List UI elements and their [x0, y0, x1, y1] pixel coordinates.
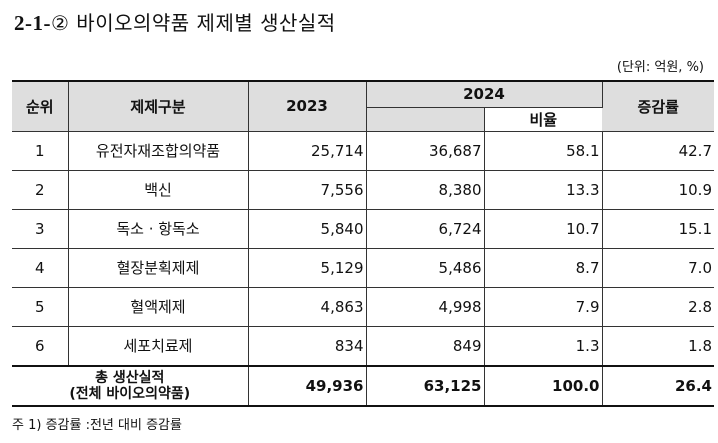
- rank-cell: 4: [12, 248, 69, 288]
- category-cell: 독소 · 항독소: [68, 209, 249, 249]
- total-2024-cell: 63,125: [366, 364, 485, 407]
- value-2024-cell: 849: [366, 326, 485, 366]
- header-rank: 순위: [12, 80, 69, 132]
- value-2023-cell: 5,129: [248, 248, 367, 288]
- growth-cell: 2.8: [602, 287, 714, 327]
- production-table: 순위 제제구분 2023 2024 증감률 비율 1 유전자재조합의약품 25,…: [12, 80, 714, 407]
- rank-cell: 5: [12, 287, 69, 327]
- table-row: 5 혈액제제 4,863 4,998 7.9 2.8: [12, 287, 714, 327]
- value-2024-cell: 36,687: [366, 131, 485, 171]
- value-2023-cell: 5,840: [248, 209, 367, 249]
- table-row: 1 유전자재조합의약품 25,714 36,687 58.1 42.7: [12, 131, 714, 171]
- category-cell: 백신: [68, 170, 249, 210]
- table-row: 4 혈장분획제제 5,129 5,486 8.7 7.0: [12, 248, 714, 288]
- rank-cell: 2: [12, 170, 69, 210]
- growth-cell: 7.0: [602, 248, 714, 288]
- header-category: 제제구분: [68, 80, 249, 132]
- total-ratio-cell: 100.0: [484, 364, 603, 407]
- total-label-line1: 총 생산실적: [95, 369, 165, 386]
- header-growth: 증감률: [602, 80, 714, 132]
- table-row: 2 백신 7,556 8,380 13.3 10.9: [12, 170, 714, 210]
- footnote: 주 1) 증감률 :전년 대비 증감률: [12, 418, 182, 433]
- growth-cell: 1.8: [602, 326, 714, 366]
- ratio-cell: 1.3: [484, 326, 603, 366]
- value-2023-cell: 834: [248, 326, 367, 366]
- ratio-cell: 58.1: [484, 131, 603, 171]
- value-2023-cell: 4,863: [248, 287, 367, 327]
- value-2024-cell: 6,724: [366, 209, 485, 249]
- title-number: 2-1-: [14, 11, 51, 35]
- rank-cell: 3: [12, 209, 69, 249]
- header-2024: 2024: [366, 80, 603, 108]
- header-2023: 2023: [248, 80, 367, 132]
- total-growth-cell: 26.4: [602, 364, 714, 407]
- growth-cell: 10.9: [602, 170, 714, 210]
- growth-cell: 15.1: [602, 209, 714, 249]
- header-ratio: 비율: [484, 107, 602, 132]
- table-row: 3 독소 · 항독소 5,840 6,724 10.7 15.1: [12, 209, 714, 249]
- total-2023-cell: 49,936: [248, 364, 367, 407]
- total-label-line2: (전체 바이오의약품): [69, 385, 191, 402]
- header-2024-spacer: [366, 107, 485, 132]
- value-2024-cell: 5,486: [366, 248, 485, 288]
- ratio-cell: 8.7: [484, 248, 603, 288]
- value-2023-cell: 7,556: [248, 170, 367, 210]
- value-2024-cell: 4,998: [366, 287, 485, 327]
- title-text: 바이오의약품 제제별 생산실적: [69, 11, 336, 35]
- total-row: 총 생산실적 (전체 바이오의약품) 49,936 63,125 100.0 2…: [12, 364, 714, 407]
- rank-cell: 1: [12, 131, 69, 171]
- category-cell: 혈장분획제제: [68, 248, 249, 288]
- total-label: 총 생산실적 (전체 바이오의약품): [12, 364, 249, 407]
- growth-cell: 42.7: [602, 131, 714, 171]
- rank-cell: 6: [12, 326, 69, 366]
- unit-note: (단위: 억원, %): [616, 60, 704, 75]
- category-cell: 유전자재조합의약품: [68, 131, 249, 171]
- category-cell: 혈액제제: [68, 287, 249, 327]
- value-2023-cell: 25,714: [248, 131, 367, 171]
- table-row: 6 세포치료제 834 849 1.3 1.8: [12, 326, 714, 366]
- ratio-cell: 10.7: [484, 209, 603, 249]
- page-title: 2-1-② 바이오의약품 제제별 생산실적: [14, 7, 336, 36]
- title-circled-number: ②: [51, 11, 70, 35]
- category-cell: 세포치료제: [68, 326, 249, 366]
- value-2024-cell: 8,380: [366, 170, 485, 210]
- ratio-cell: 7.9: [484, 287, 603, 327]
- ratio-cell: 13.3: [484, 170, 603, 210]
